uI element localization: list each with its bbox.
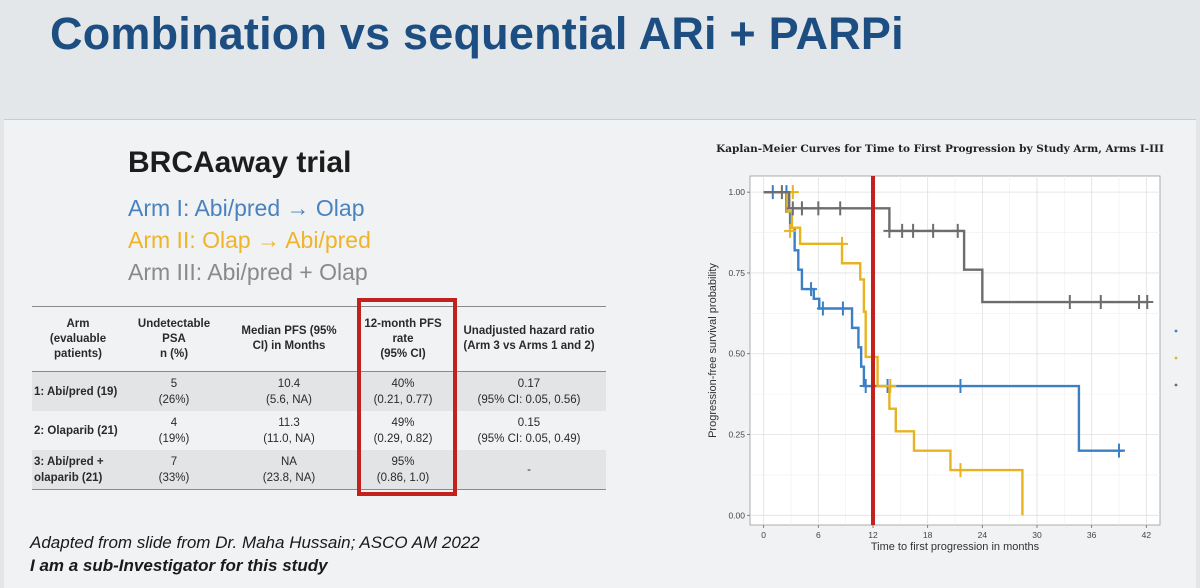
censor-mark bbox=[859, 379, 872, 394]
km-curve-arm-3 bbox=[763, 190, 1147, 304]
km-curve-arm-2 bbox=[763, 190, 1024, 516]
censor-mark bbox=[812, 201, 825, 216]
x-tick-label: 42 bbox=[1142, 530, 1152, 540]
table-cell: 7 (33%) bbox=[124, 450, 224, 490]
y-tick-label: 0.00 bbox=[728, 510, 745, 520]
table-cell: NA (23.8, NA) bbox=[224, 450, 354, 490]
header-hazard-ratio: Unadjusted hazard ratio (Arm 3 vs Arms 1 … bbox=[452, 306, 606, 372]
censor-mark bbox=[836, 236, 849, 251]
x-tick-label: 0 bbox=[761, 530, 766, 540]
legend-key-dot bbox=[1174, 356, 1178, 360]
y-tick-label: 0.25 bbox=[728, 430, 745, 440]
censor-mark bbox=[1063, 295, 1076, 310]
table-cell: 0.17 (95% CI: 0.05, 0.56) bbox=[452, 371, 606, 411]
censor-mark bbox=[795, 201, 808, 216]
censor-mark bbox=[1094, 295, 1107, 310]
y-tick-label: 0.75 bbox=[728, 268, 745, 278]
censor-mark bbox=[775, 185, 788, 200]
x-tick-label: 30 bbox=[1032, 530, 1042, 540]
table-header-row: Arm (evaluable patients) Undetectable PSA n … bbox=[32, 306, 606, 372]
km-chart: Kaplan-Meier Curves for Time to First Pr… bbox=[700, 135, 1180, 555]
x-axis-label: Time to first progression in months bbox=[871, 541, 1040, 553]
table-cell: 40% (0.21, 0.77) bbox=[354, 371, 452, 411]
censor-mark bbox=[805, 282, 818, 297]
table-cell: 49% (0.29, 0.82) bbox=[373, 416, 433, 445]
censor-mark bbox=[816, 301, 829, 316]
table-cell: 0.15 (95% CI: 0.05, 0.49) bbox=[477, 416, 581, 445]
arm-3-label: Arm III: Abi/pred + Olap bbox=[128, 259, 368, 285]
table-cell: 2: Olaparib (21) bbox=[34, 424, 118, 437]
x-tick-label: 24 bbox=[978, 530, 988, 540]
table-cell: 11.3 (11.0, NA) bbox=[263, 416, 315, 445]
table-row: 2: Olaparib (21) 4 (19%) 11.3 (11.0, NA) 4… bbox=[32, 411, 606, 450]
table-cell: 95% (0.86, 1.0) bbox=[354, 450, 452, 490]
investigator-disclosure: I am a sub-Investigator for this study bbox=[30, 556, 328, 575]
x-tick-label: 12 bbox=[868, 530, 878, 540]
table-cell: 10.4 (5.6, NA) bbox=[224, 371, 354, 411]
censor-mark bbox=[954, 379, 967, 394]
arm-2-label: Arm II: Olap → Abi/pred bbox=[128, 227, 371, 253]
header-12-month-pfs: 12-month PFS rate (95% CI) bbox=[354, 306, 452, 372]
trial-title: BRCAaway trial bbox=[128, 146, 352, 179]
y-tick-label: 1.00 bbox=[728, 187, 745, 197]
x-tick-label: 18 bbox=[923, 530, 933, 540]
highlight-box-12-month-pfs bbox=[357, 298, 457, 496]
censor-mark bbox=[954, 463, 967, 478]
x-tick-label: 36 bbox=[1087, 530, 1097, 540]
censor-mark bbox=[834, 201, 847, 216]
censor-mark bbox=[951, 223, 964, 238]
legend-key-dot bbox=[1174, 383, 1178, 387]
censor-mark bbox=[883, 223, 896, 238]
table-cell: 5 (26%) bbox=[124, 371, 224, 411]
header-undetectable-psa: Undetectable PSA n (%) bbox=[124, 306, 224, 372]
arm-1-label: Arm I: Abi/pred → Olap bbox=[128, 195, 365, 221]
y-axis-label: Progression-free survival probability bbox=[707, 263, 719, 438]
censor-mark bbox=[907, 223, 920, 238]
table-cell: 4 (19%) bbox=[158, 416, 190, 445]
results-table: Arm (evaluable patients) Undetectable PSA n … bbox=[32, 306, 606, 490]
censor-mark bbox=[836, 301, 849, 316]
header-median-pfs: Median PFS (95% CI) in Months bbox=[224, 306, 354, 372]
censor-mark bbox=[896, 223, 909, 238]
y-tick-label: 0.50 bbox=[728, 349, 745, 359]
table-row: 3: Abi/pred + olaparib (21) 7 (33%) NA (23.… bbox=[32, 450, 606, 490]
censor-mark bbox=[784, 223, 797, 238]
source-footnote: Adapted from slide from Dr. Maha Hussain… bbox=[30, 533, 480, 552]
censor-mark bbox=[1141, 295, 1154, 310]
table-cell: 3: Abi/pred + olaparib (21) bbox=[32, 450, 124, 490]
header-arm: Arm (evaluable patients) bbox=[32, 306, 124, 372]
legend-key-dot bbox=[1174, 329, 1178, 333]
table-cell: - bbox=[452, 450, 606, 490]
km-chart-svg: 0 6 12 18 24 30 36 42 0.00 0.25 0.50 0.75 1.00 Time t… bbox=[707, 175, 1178, 553]
table-cell: 1: Abi/pred (19) bbox=[32, 371, 124, 411]
censor-mark bbox=[927, 223, 940, 238]
slide-title: Combination vs sequential ARi + PARPi bbox=[50, 8, 904, 59]
chart-title: Kaplan-Meier Curves for Time to First Pr… bbox=[716, 143, 1164, 155]
censor-mark bbox=[884, 379, 897, 394]
censor-mark bbox=[1113, 443, 1125, 458]
x-tick-label: 6 bbox=[816, 530, 821, 540]
table-row: 1: Abi/pred (19) 5 (26%) 10.4 (5.6, NA) 40… bbox=[32, 371, 606, 411]
